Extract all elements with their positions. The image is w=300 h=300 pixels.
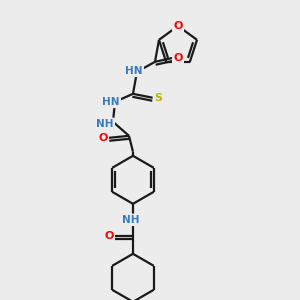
Text: NH: NH — [96, 119, 114, 129]
Text: NH: NH — [122, 215, 140, 225]
Text: HN: HN — [125, 66, 143, 76]
Text: O: O — [173, 53, 183, 63]
Text: HN: HN — [102, 97, 120, 107]
Text: S: S — [154, 93, 162, 103]
Text: O: O — [98, 133, 108, 143]
Text: O: O — [104, 231, 114, 241]
Text: O: O — [173, 21, 183, 31]
